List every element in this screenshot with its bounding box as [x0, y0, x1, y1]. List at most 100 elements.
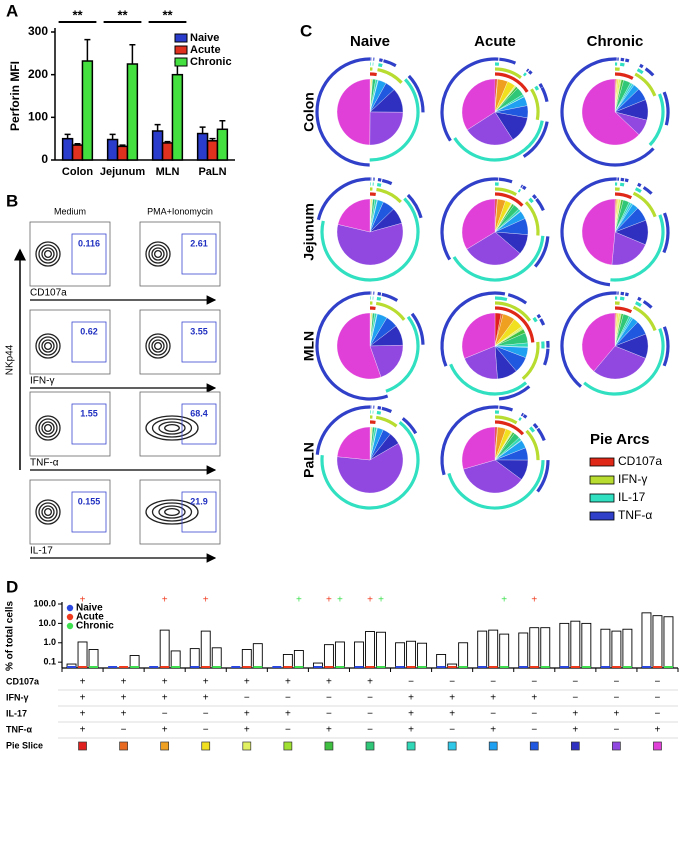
- legend-label: CD107a: [618, 454, 662, 468]
- table-sign: +: [162, 677, 168, 688]
- y-tick-label: 100: [28, 110, 48, 124]
- slice-swatch: [365, 741, 375, 751]
- row-label: MLN: [301, 331, 317, 361]
- bar: [106, 138, 119, 161]
- contour: [164, 507, 180, 517]
- pie-arc: [625, 58, 630, 63]
- contour: [151, 339, 165, 353]
- pie-arc: [662, 212, 670, 254]
- contour: [158, 421, 186, 435]
- bar: [600, 628, 611, 669]
- bar: [611, 630, 622, 669]
- panel-label: D: [6, 577, 18, 596]
- pie-slice: [336, 312, 382, 380]
- pie-slice: [336, 78, 371, 146]
- pie-arc: [410, 312, 425, 345]
- pie-arc: [401, 417, 418, 435]
- pie-arc: [662, 91, 670, 126]
- pie-arc: [494, 291, 506, 296]
- bar: [196, 132, 209, 161]
- pie-arc: [453, 120, 544, 162]
- contour: [43, 341, 53, 351]
- table-sign: −: [490, 677, 496, 688]
- pie-arc: [494, 420, 525, 436]
- pie-slice: [611, 231, 646, 266]
- pie-slice: [581, 78, 640, 146]
- pie-arc: [536, 427, 546, 442]
- pie-slice: [463, 459, 522, 494]
- table-sign: +: [80, 677, 86, 688]
- bar: [641, 612, 652, 669]
- table-row-label: IL-17: [6, 708, 27, 718]
- sig-mark: +: [80, 595, 86, 606]
- table-row-label: IFN-γ: [6, 692, 29, 702]
- pie-arc: [498, 177, 513, 184]
- contour: [38, 336, 58, 356]
- pie-arc: [632, 191, 657, 218]
- bar: [116, 145, 129, 161]
- pie-arc: [315, 291, 389, 401]
- bar: [293, 650, 304, 669]
- y-tick-label: 10.0: [38, 618, 56, 628]
- table-sign: +: [449, 709, 455, 720]
- table-row-label: CD107a: [6, 676, 40, 686]
- table-sign: −: [367, 709, 373, 720]
- pie-arc: [517, 188, 522, 193]
- pie-arc: [381, 292, 399, 302]
- pie-arc: [637, 182, 642, 188]
- legend-dot: [66, 613, 74, 621]
- contour: [164, 423, 180, 433]
- slice-swatch: [160, 741, 170, 751]
- y-axis-label: NKp44: [5, 344, 16, 375]
- table-sign: −: [326, 693, 332, 704]
- table-sign: −: [490, 709, 496, 720]
- pie-slice: [337, 198, 371, 233]
- table-sign: +: [121, 709, 127, 720]
- slice-swatch: [119, 741, 128, 751]
- pie-arc: [494, 306, 535, 343]
- gate: [71, 491, 107, 533]
- column-label: Naive: [350, 33, 390, 50]
- pie-arc: [614, 192, 633, 200]
- table-row-label: TNF-α: [6, 724, 32, 734]
- table-sign: +: [367, 677, 373, 688]
- pie-arc: [522, 121, 549, 158]
- legend-swatch: [589, 511, 615, 521]
- bar: [518, 632, 529, 669]
- sig-label: **: [72, 7, 83, 22]
- pie-arc: [369, 78, 420, 162]
- error-bar: [164, 140, 171, 143]
- y-tick-label: 0: [41, 152, 48, 166]
- table-sign: +: [285, 677, 291, 688]
- table-sign: +: [490, 693, 496, 704]
- contour: [41, 505, 55, 519]
- pie-arc: [530, 88, 540, 121]
- contour: [158, 505, 186, 519]
- column-label: Chronic: [587, 33, 644, 50]
- slice-swatch: [653, 741, 662, 751]
- pie-arc: [619, 296, 625, 301]
- pie-arc: [532, 194, 538, 200]
- pie-arc: [524, 201, 540, 236]
- table-sign: −: [531, 725, 537, 736]
- sig-label: **: [162, 7, 173, 22]
- pie-arc: [518, 417, 522, 421]
- legend-label: Acute: [76, 612, 104, 623]
- table-sign: +: [80, 709, 86, 720]
- pie-arc: [440, 177, 496, 261]
- bar: [252, 643, 263, 669]
- table-sign: −: [203, 709, 209, 720]
- pie-arc: [639, 63, 644, 69]
- error-bar: [84, 38, 91, 62]
- contour: [38, 244, 58, 264]
- pie-arc: [375, 301, 406, 321]
- pie-arc: [644, 67, 655, 77]
- pie-arc: [528, 197, 534, 204]
- pie-arc: [614, 72, 634, 80]
- x-tick-label: PaLN: [198, 166, 226, 178]
- pie-slice: [581, 198, 616, 266]
- bar: [241, 649, 252, 669]
- pie-arc: [522, 414, 528, 419]
- column-label: PMA+Ionomycin: [147, 206, 213, 216]
